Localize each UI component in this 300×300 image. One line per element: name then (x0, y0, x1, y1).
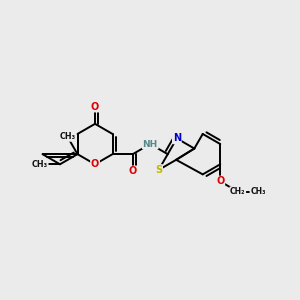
Text: CH₃: CH₃ (250, 187, 266, 196)
Text: O: O (216, 176, 224, 186)
Text: O: O (91, 102, 99, 112)
Text: O: O (129, 166, 137, 176)
Text: NH: NH (142, 140, 158, 148)
Text: CH₂: CH₂ (230, 187, 245, 196)
Text: N: N (173, 134, 181, 143)
Text: CH₃: CH₃ (32, 160, 48, 169)
Text: S: S (155, 165, 162, 175)
Text: O: O (91, 159, 99, 169)
Text: CH₃: CH₃ (59, 132, 76, 141)
